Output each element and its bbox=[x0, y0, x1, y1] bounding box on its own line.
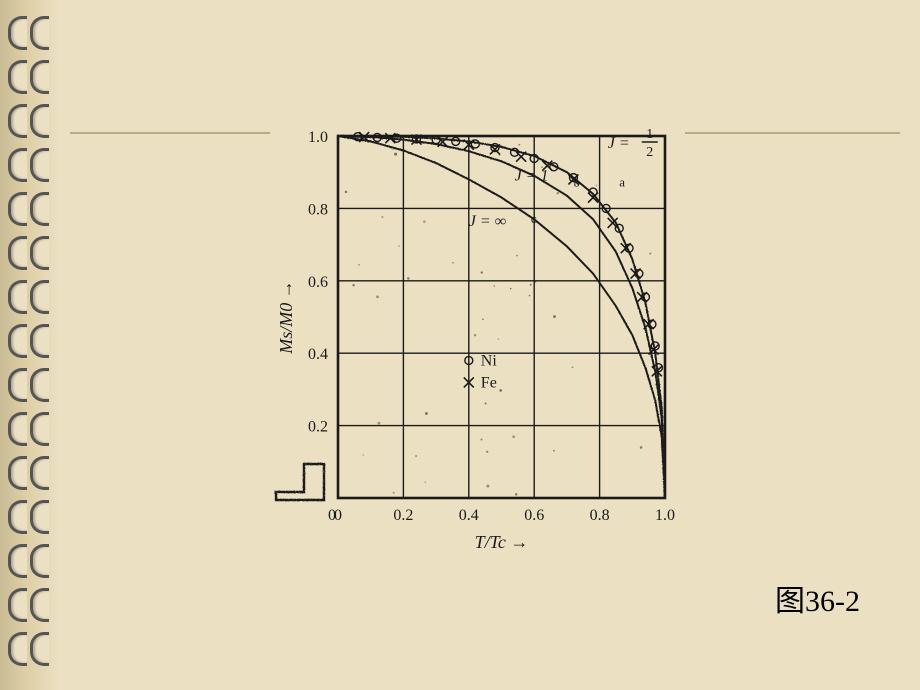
binder-ring bbox=[8, 456, 52, 484]
svg-text:c: c bbox=[531, 211, 537, 226]
svg-text:0: 0 bbox=[328, 507, 336, 524]
chart-figure: 00.20.40.60.81.00.20.40.60.81.00T/Tc →Ms… bbox=[270, 118, 685, 578]
binder-ring bbox=[8, 148, 52, 176]
slide: 00.20.40.60.81.00.20.40.60.81.00T/Tc →Ms… bbox=[0, 0, 920, 690]
svg-text:0.4: 0.4 bbox=[459, 507, 479, 524]
svg-text:0.2: 0.2 bbox=[393, 507, 413, 524]
binder-ring bbox=[8, 368, 52, 396]
binder-ring bbox=[8, 16, 52, 44]
legend-ni: Ni bbox=[481, 352, 498, 369]
svg-text:J =: J = bbox=[608, 135, 630, 152]
x-axis-label: T/Tc → bbox=[475, 532, 529, 552]
svg-text:0.6: 0.6 bbox=[524, 507, 544, 524]
magnetization-chart: 00.20.40.60.81.00.20.40.60.81.00T/Tc →Ms… bbox=[270, 118, 685, 578]
binder-ring bbox=[8, 412, 52, 440]
label-j1: J = 1 bbox=[515, 168, 549, 185]
svg-text:0.4: 0.4 bbox=[308, 346, 328, 363]
svg-text:1.0: 1.0 bbox=[655, 507, 675, 524]
binder-ring bbox=[8, 544, 52, 572]
svg-text:0.8: 0.8 bbox=[308, 201, 328, 218]
binder-ring bbox=[8, 236, 52, 264]
svg-text:1.0: 1.0 bbox=[308, 129, 328, 146]
svg-text:0.6: 0.6 bbox=[308, 274, 328, 291]
label-jinf: J = ∞ bbox=[469, 213, 506, 230]
binder-ring bbox=[8, 60, 52, 88]
binder-ring bbox=[8, 192, 52, 220]
binder-ring bbox=[8, 280, 52, 308]
svg-text:2: 2 bbox=[646, 145, 653, 160]
legend-fe: Fe bbox=[481, 374, 497, 391]
binder-ring bbox=[8, 632, 52, 660]
svg-text:0.8: 0.8 bbox=[590, 507, 610, 524]
figure-caption: 图36-2 bbox=[775, 576, 860, 620]
binder-ring bbox=[8, 324, 52, 352]
svg-text:a: a bbox=[619, 175, 625, 190]
binder-ring bbox=[8, 500, 52, 528]
svg-text:0.2: 0.2 bbox=[308, 419, 328, 436]
binder-ring bbox=[8, 588, 52, 616]
svg-text:1: 1 bbox=[646, 127, 653, 142]
svg-text:b: b bbox=[573, 175, 580, 190]
binder-ring bbox=[8, 104, 52, 132]
y-axis-label: Ms/M0 → bbox=[276, 280, 296, 355]
